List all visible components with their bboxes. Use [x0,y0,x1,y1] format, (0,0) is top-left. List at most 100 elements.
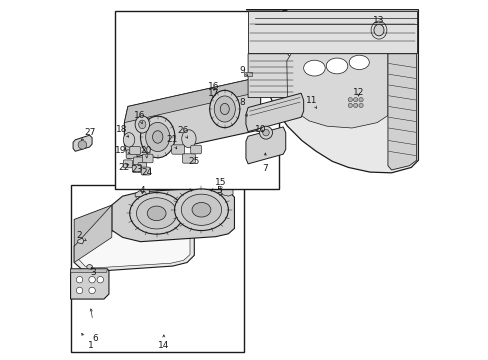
Ellipse shape [182,130,196,148]
Ellipse shape [347,98,352,102]
Ellipse shape [135,116,149,133]
Text: 4: 4 [139,185,145,194]
Ellipse shape [353,103,357,108]
Text: 8: 8 [239,98,245,107]
Polygon shape [286,54,387,128]
FancyBboxPatch shape [126,150,137,158]
Polygon shape [74,205,112,262]
Text: 26: 26 [177,126,188,135]
Polygon shape [387,54,416,170]
Text: 14: 14 [158,341,169,350]
Ellipse shape [347,103,352,108]
Ellipse shape [303,60,325,76]
Ellipse shape [358,103,363,108]
Polygon shape [124,78,260,158]
Ellipse shape [86,265,92,269]
Ellipse shape [76,276,82,283]
Text: 9: 9 [239,66,245,75]
FancyBboxPatch shape [251,146,259,152]
Text: 18: 18 [116,125,127,134]
Text: 22: 22 [119,163,130,172]
Polygon shape [74,224,194,271]
Ellipse shape [129,193,183,234]
Ellipse shape [358,98,363,102]
Ellipse shape [259,126,272,139]
Ellipse shape [123,133,135,147]
Polygon shape [245,93,303,132]
Text: 11: 11 [305,96,317,105]
Ellipse shape [174,189,228,230]
FancyBboxPatch shape [313,105,326,116]
Ellipse shape [209,90,239,128]
Text: 27: 27 [84,128,95,137]
Ellipse shape [348,55,368,69]
Bar [244,72,251,76]
FancyBboxPatch shape [138,162,146,170]
Polygon shape [245,127,285,164]
FancyBboxPatch shape [251,139,259,145]
Ellipse shape [97,276,103,283]
FancyBboxPatch shape [141,167,150,175]
FancyBboxPatch shape [129,147,140,154]
Text: 1: 1 [88,341,94,350]
Ellipse shape [181,194,221,225]
Bar [115,12,278,189]
Text: 15: 15 [215,178,226,187]
Ellipse shape [192,202,210,217]
Ellipse shape [136,198,177,229]
FancyBboxPatch shape [133,157,144,166]
Text: 23: 23 [131,166,142,175]
FancyBboxPatch shape [346,95,369,113]
Bar [70,185,244,352]
Text: 13: 13 [372,16,384,25]
Bar [174,214,191,221]
FancyBboxPatch shape [260,144,267,150]
Polygon shape [78,238,83,244]
Text: 16: 16 [134,111,145,120]
Text: 7: 7 [262,164,267,173]
Ellipse shape [262,130,269,136]
Text: 21: 21 [166,135,177,144]
Ellipse shape [145,122,169,152]
FancyBboxPatch shape [182,154,195,163]
Text: 3: 3 [90,268,96,277]
Polygon shape [124,78,257,123]
Text: 25: 25 [188,157,200,166]
Ellipse shape [214,96,235,122]
Text: 19: 19 [115,146,126,155]
FancyBboxPatch shape [123,160,132,168]
Polygon shape [70,269,109,299]
Polygon shape [78,227,190,268]
Ellipse shape [89,287,95,294]
FancyBboxPatch shape [171,145,184,154]
FancyBboxPatch shape [190,145,201,154]
Ellipse shape [325,58,347,74]
Text: 16: 16 [208,82,219,91]
Ellipse shape [89,276,95,283]
Text: 2: 2 [76,231,81,240]
Polygon shape [74,205,112,246]
Ellipse shape [353,98,357,102]
Text: 17: 17 [208,89,219,98]
FancyBboxPatch shape [241,74,253,85]
FancyBboxPatch shape [260,137,267,143]
Ellipse shape [76,287,82,294]
Text: 6: 6 [93,334,99,343]
Text: 20: 20 [140,146,151,155]
Polygon shape [246,10,418,173]
Ellipse shape [78,140,86,149]
Text: 5: 5 [215,185,221,194]
Text: 24: 24 [141,168,152,177]
Ellipse shape [147,206,166,221]
FancyBboxPatch shape [142,154,153,163]
Ellipse shape [139,120,145,129]
Polygon shape [135,189,149,197]
Ellipse shape [140,116,175,158]
Polygon shape [73,135,92,151]
Ellipse shape [373,24,383,36]
Text: 12: 12 [352,87,364,96]
FancyBboxPatch shape [191,161,201,166]
Polygon shape [247,11,416,53]
Text: 10: 10 [254,125,266,134]
Polygon shape [247,54,294,98]
